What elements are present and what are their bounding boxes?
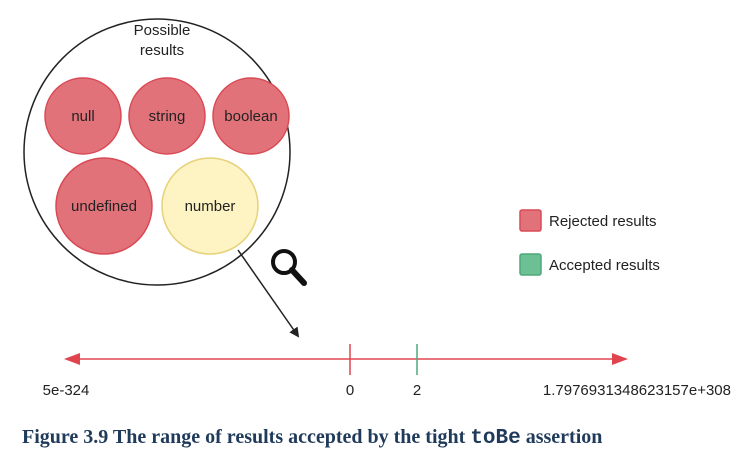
legend-rejected-label: Rejected results <box>549 213 657 230</box>
number-line-left-arrow <box>64 353 80 365</box>
min-value-label: 5e-324 <box>43 382 90 399</box>
caption-code: toBe <box>470 427 521 450</box>
number-line <box>64 344 628 375</box>
result-null: null <box>44 77 122 155</box>
result-boolean-label: boolean <box>224 108 277 125</box>
legend-accepted-label: Accepted results <box>549 257 660 274</box>
legend: Rejected results Accepted results <box>519 209 660 276</box>
legend-rejected-swatch <box>519 209 542 232</box>
zero-label: 0 <box>346 382 354 399</box>
figure-caption: Figure 3.9 The range of results accepted… <box>22 426 732 450</box>
result-number-label: number <box>185 198 236 215</box>
set-title-line2: results <box>140 42 184 59</box>
result-number: number <box>161 157 259 255</box>
result-boolean: boolean <box>212 77 290 155</box>
caption-prefix: Figure 3.9 The range of results accepted… <box>22 426 471 448</box>
result-string: string <box>128 77 206 155</box>
result-undefined-label: undefined <box>71 198 137 215</box>
zoom-arrow <box>237 249 300 338</box>
result-undefined: undefined <box>55 157 153 255</box>
result-string-label: string <box>149 108 186 125</box>
caption-suffix: assertion <box>520 426 603 448</box>
legend-accepted-swatch <box>519 253 542 276</box>
number-line-right-arrow <box>612 353 628 365</box>
result-null-label: null <box>71 108 94 125</box>
accepted-value-label: 2 <box>413 382 421 399</box>
max-value-label: 1.7976931348623157e+308 <box>543 382 731 399</box>
magnifier-icon <box>271 249 307 286</box>
set-title-line1: Possible <box>134 22 191 39</box>
